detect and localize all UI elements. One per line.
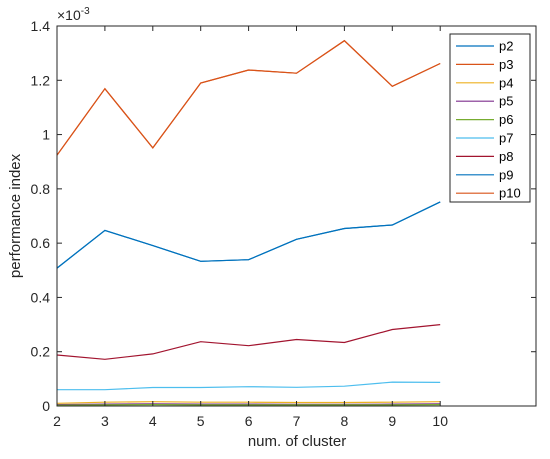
series-line-p10 (56, 39, 441, 156)
y-tick-label: 1.4 (31, 18, 51, 34)
legend-item-p5: p5 (456, 94, 513, 109)
x-tick-label: 4 (149, 413, 157, 429)
legend-item-p7: p7 (456, 131, 513, 146)
x-tick-label: 7 (293, 413, 301, 429)
x-axis-ticks: 2 3 4 5 6 7 8 9 10 (53, 26, 448, 429)
y-axis-ticks: 0 0.2 0.4 0.6 0.8 1 1.2 1.4 (31, 18, 536, 414)
legend-label: p5 (499, 94, 513, 109)
y-tick-label: 0.2 (31, 344, 51, 360)
y-tick-label: 0 (42, 398, 50, 414)
series-line-p9 (56, 201, 441, 269)
legend-box (449, 33, 531, 203)
x-tick-label: 2 (53, 413, 61, 429)
legend-item-p2: p2 (456, 39, 513, 54)
legend-item-p10: p10 (456, 186, 521, 201)
legend-item-p9: p9 (456, 167, 513, 182)
legend-label: p3 (499, 57, 513, 72)
legend-item-p3: p3 (456, 57, 513, 72)
legend-label: p10 (499, 186, 521, 201)
series-lines (56, 39, 441, 406)
legend-label: p7 (499, 131, 513, 146)
x-tick-label: 3 (101, 413, 109, 429)
x-tick-label: 10 (432, 413, 448, 429)
y-axis-exponent: ×10-3 (57, 6, 90, 23)
y-tick-label: 0.4 (31, 289, 51, 305)
legend-item-p8: p8 (456, 149, 513, 164)
legend-item-p4: p4 (456, 75, 513, 90)
legend-label: p4 (499, 75, 513, 90)
legend: p2 p3 p4 p5 p6 p7 p8 p9 p10 (449, 33, 531, 203)
x-axis-label: num. of cluster (248, 433, 346, 450)
y-tick-label: 0.6 (31, 235, 51, 251)
x-tick-label: 8 (341, 413, 349, 429)
x-tick-label: 9 (388, 413, 396, 429)
exponent-base: ×10 (57, 7, 81, 23)
y-tick-label: 1.2 (31, 72, 51, 88)
legend-label: p8 (499, 149, 513, 164)
y-axis-label: performance index (7, 153, 24, 278)
y-tick-label: 0.8 (31, 181, 51, 197)
x-tick-label: 6 (245, 413, 253, 429)
legend-item-p6: p6 (456, 112, 513, 127)
series-line-p8 (56, 324, 441, 360)
y-tick-label: 1 (42, 127, 50, 143)
exponent-power: -3 (81, 6, 90, 17)
legend-items: p2 p3 p4 p5 p6 p7 p8 p9 p10 (456, 39, 521, 201)
legend-label: p9 (499, 167, 513, 182)
series-line-p7 (57, 381, 441, 391)
x-tick-label: 5 (197, 413, 205, 429)
legend-label: p2 (499, 39, 513, 54)
legend-label: p6 (499, 112, 513, 127)
